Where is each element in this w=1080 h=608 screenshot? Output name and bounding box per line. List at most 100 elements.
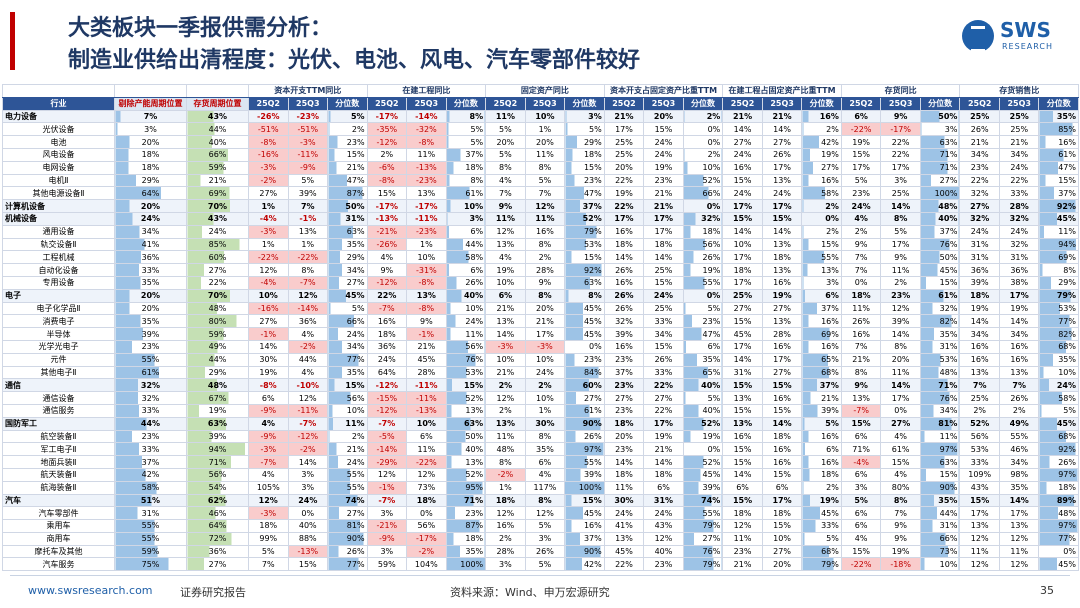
table-cell: 84% <box>564 365 605 380</box>
table-cell: 3% <box>801 275 842 290</box>
table-cell: 15% <box>327 147 368 162</box>
table-cell: 16% <box>801 455 842 469</box>
table-cell: 16% <box>722 429 763 444</box>
table-cell: 16% <box>801 173 842 188</box>
table-cell: 4% <box>287 327 329 341</box>
table-cell: 61% <box>919 288 961 303</box>
industry-name: 风电设备 <box>2 147 115 162</box>
table-cell: 12% <box>248 493 289 508</box>
table-cell: 77% <box>327 557 368 572</box>
table-cell: 14% <box>287 455 329 469</box>
table-cell: 20% <box>524 135 566 149</box>
table-cell: 65% <box>682 365 724 380</box>
group-header: 在建工程同比 <box>366 84 487 98</box>
table-cell: 11% <box>406 147 447 162</box>
table-cell: 42% <box>114 467 187 482</box>
table-cell: 45% <box>1038 211 1079 226</box>
table-row: 军工电子Ⅱ 33% 94% -3% -2% 21% -14% 11% 40% 48% 35% 97% 2… <box>2 442 1079 457</box>
table-cell: 35% <box>919 493 961 508</box>
table-cell: 62% <box>186 493 249 508</box>
subcolumn-header: 25Q3 <box>998 96 1040 111</box>
industry-name: 通用设备 <box>2 224 115 239</box>
table-cell: -51% <box>248 122 289 137</box>
table-cell: 21% <box>998 135 1040 149</box>
subcolumn-header: 25Q2 <box>248 96 289 111</box>
table-cell: -1% <box>287 211 329 226</box>
table-cell: 7% <box>959 378 1000 393</box>
table-cell: -13% <box>366 211 408 226</box>
table-cell: 2% <box>485 378 526 393</box>
table-cell: 8% <box>524 288 566 303</box>
table-cell: 13% <box>959 365 1000 380</box>
table-cell: 40% <box>682 403 724 418</box>
table-cell: 16% <box>1038 135 1079 149</box>
table-cell: 37% <box>564 531 605 546</box>
subcolumn-header: 25Q3 <box>287 96 329 111</box>
table-cell: 53% <box>445 365 487 380</box>
table-cell: 14% <box>643 250 684 265</box>
table-cell: 55% <box>114 519 187 533</box>
table-cell: 13% <box>406 186 447 201</box>
table-cell: 11% <box>406 442 447 457</box>
table-cell: 32% <box>959 211 1000 226</box>
table-cell: 9% <box>840 378 882 393</box>
table-cell: 36% <box>998 263 1040 277</box>
table-cell: -12% <box>366 135 408 149</box>
table-cell: 29% <box>186 365 249 380</box>
table-cell: 55% <box>327 467 368 482</box>
table-cell: 55% <box>564 455 605 469</box>
table-cell: 34% <box>998 147 1040 162</box>
table-cell: 18% <box>485 493 526 508</box>
table-cell: 25% <box>603 135 645 149</box>
table-cell: 17% <box>840 160 882 175</box>
table-cell: 14% <box>880 199 921 213</box>
table-cell: 80% <box>186 314 249 329</box>
table-cell: 27% <box>327 506 368 521</box>
table-cell: -3% <box>287 135 329 149</box>
table-cell: 19% <box>880 544 921 559</box>
table-cell: 19% <box>801 147 842 162</box>
table-cell: 17% <box>880 391 921 405</box>
table-cell: 5% <box>564 122 605 137</box>
table-cell: -2% <box>287 442 329 457</box>
table-cell: 43% <box>186 211 249 226</box>
table-cell: 26% <box>445 275 487 290</box>
table-cell: 42% <box>801 135 842 149</box>
table-cell: 10% <box>761 531 803 546</box>
table-cell: 25% <box>959 391 1000 405</box>
table-cell: 15% <box>880 455 921 469</box>
table-cell: 21% <box>801 391 842 405</box>
table-cell: 2% <box>524 378 566 393</box>
table-cell: -8% <box>248 378 289 393</box>
industry-name: 其他电子Ⅱ <box>2 365 115 380</box>
table-cell: 79% <box>564 224 605 239</box>
table-cell: 87% <box>327 186 368 201</box>
table-cell: -7% <box>366 416 408 431</box>
table-cell: 52% <box>682 173 724 188</box>
table-cell: 11% <box>998 544 1040 559</box>
table-cell: 16% <box>761 455 803 469</box>
website[interactable]: www.swsresearch.com <box>28 584 153 597</box>
table-row: 元件 55% 44% 30% 44% 77% 24% 45% 76% 10% 10% 23% 23% 26… <box>2 352 1079 367</box>
table-cell: 17% <box>643 224 684 239</box>
table-cell: 18% <box>366 327 408 341</box>
table-cell: 13% <box>445 403 487 418</box>
table-cell: 45% <box>1038 416 1079 431</box>
table-cell: 50% <box>919 250 961 265</box>
table-cell: 47% <box>1038 160 1079 175</box>
table-cell: 35% <box>114 314 187 329</box>
table-cell: 12% <box>998 557 1040 572</box>
table-cell: 39% <box>564 467 605 482</box>
table-cell: 71% <box>840 442 882 457</box>
table-cell: 79% <box>682 519 724 533</box>
table-cell: 39% <box>287 186 329 201</box>
table-cell: -3% <box>248 224 289 239</box>
table-cell: 79% <box>682 557 724 572</box>
table-cell: 5% <box>248 544 289 559</box>
table-cell: 26% <box>1038 455 1079 469</box>
table-cell: 25% <box>722 288 763 303</box>
table-cell: 47% <box>682 327 724 341</box>
table-cell: 27% <box>564 391 605 405</box>
table-cell: 7% <box>840 263 882 277</box>
table-cell: 5% <box>801 531 842 546</box>
